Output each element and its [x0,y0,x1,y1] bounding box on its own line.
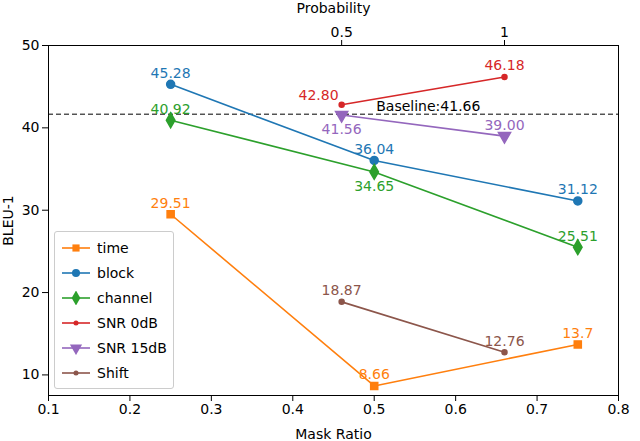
svg-text:42.80: 42.80 [299,87,339,103]
svg-text:45.28: 45.28 [151,65,191,81]
svg-text:29.51: 29.51 [151,195,191,211]
svg-text:41.56: 41.56 [322,121,362,137]
html-text:SNR 15dB: SNR 15dB [97,339,167,356]
svg-text:Probability: Probability [296,0,370,16]
svg-text:0.1: 0.1 [37,401,59,417]
svg-text:BLEU-1: BLEU-1 [0,195,16,245]
svg-text:25.51: 25.51 [558,228,598,244]
svg-text:39.00: 39.00 [484,117,524,133]
svg-text:31.12: 31.12 [558,181,598,197]
svg-text:40: 40 [22,119,40,135]
html-text:Shift: Shift [97,364,129,381]
html-text:channel: channel [97,289,153,306]
svg-text:0.4: 0.4 [282,401,304,417]
svg-text:0.5: 0.5 [331,24,353,40]
html-text:SNR 0dB: SNR 0dB [97,314,158,331]
svg-text:13.7: 13.7 [562,325,593,341]
svg-text:8.66: 8.66 [359,366,390,382]
svg-text:1: 1 [500,24,509,40]
html-text:block: block [97,264,135,281]
svg-text:30: 30 [22,202,40,218]
svg-text:40.92: 40.92 [151,101,191,117]
svg-text:0.8: 0.8 [607,401,629,417]
html-text:time: time [97,239,129,256]
svg-text:0.2: 0.2 [119,401,141,417]
svg-text:Baseline:41.66: Baseline:41.66 [376,98,480,114]
svg-text:0.3: 0.3 [200,401,222,417]
svg-text:36.04: 36.04 [354,141,394,157]
svg-text:0.7: 0.7 [526,401,548,417]
svg-text:0.5: 0.5 [363,401,385,417]
svg-text:50: 50 [22,37,40,53]
svg-text:46.18: 46.18 [484,57,524,73]
svg-text:10: 10 [22,366,40,382]
svg-text:34.65: 34.65 [354,178,394,194]
svg-text:Mask Ratio: Mask Ratio [295,426,371,441]
svg-text:12.76: 12.76 [484,333,524,349]
svg-text:18.87: 18.87 [322,282,362,298]
svg-text:0.6: 0.6 [445,401,467,417]
svg-text:20: 20 [22,284,40,300]
